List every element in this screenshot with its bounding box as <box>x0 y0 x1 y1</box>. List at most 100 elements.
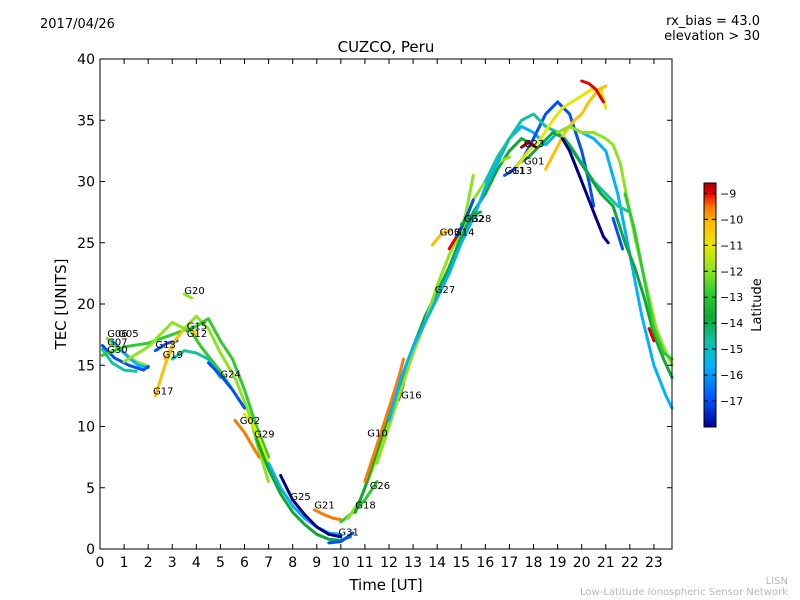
series-g03 <box>430 229 454 247</box>
series-g24 <box>206 361 246 410</box>
satellite-label: G13 <box>155 340 175 351</box>
network-short-label: LISN <box>765 576 788 587</box>
colorbar <box>703 182 717 428</box>
date-label: 2017/04/26 <box>40 17 115 32</box>
satellite-label: G31 <box>338 528 358 539</box>
series-g01 <box>517 131 674 379</box>
satellite-label: G28 <box>471 214 491 225</box>
x-axis-label: Time [UT] <box>348 576 422 594</box>
satellite-label: G25 <box>290 492 310 503</box>
x-tick-label: 3 <box>168 555 177 571</box>
x-tick-label: 19 <box>549 555 567 571</box>
x-tick-label: 7 <box>264 555 273 571</box>
y-tick-label: 0 <box>86 542 95 558</box>
elevation-label: elevation > 30 <box>664 29 760 44</box>
y-tick-label: 40 <box>77 52 95 68</box>
y-tick-label: 20 <box>77 297 95 313</box>
series-g25c <box>279 474 343 539</box>
y-tick-label: 35 <box>77 113 95 129</box>
x-tick-label: 18 <box>525 555 543 571</box>
x-tick-label: 23 <box>645 555 663 571</box>
x-tick-label: 13 <box>404 555 422 571</box>
y-tick-label: 5 <box>86 481 95 497</box>
satellite-label: G02 <box>240 416 260 427</box>
network-full-label: Low-Latitude Ionospheric Sensor Network <box>580 587 788 598</box>
series-g21 <box>312 508 343 522</box>
series-g23r <box>520 140 538 149</box>
y-axis-label: TEC [UNITS] <box>52 259 70 351</box>
x-tick-label: 10 <box>332 555 350 571</box>
series-gp5 <box>623 192 674 361</box>
x-tick-label: 0 <box>96 555 105 571</box>
satellite-label: G14 <box>454 227 474 238</box>
series-g27 <box>375 155 511 465</box>
x-tick-label: 14 <box>428 555 446 571</box>
series-g16 <box>363 357 405 484</box>
x-tick-label: 20 <box>573 555 591 571</box>
colorbar-label: Latitude <box>750 278 765 332</box>
colorbar-tick-label: −9 <box>720 187 736 200</box>
satellite-label: G13 <box>512 166 532 177</box>
x-tick-label: 22 <box>621 555 639 571</box>
satellite-label: G05 <box>118 329 138 340</box>
x-tick-label: 8 <box>288 555 297 571</box>
colorbar-tick-label: −13 <box>720 291 743 304</box>
colorbar-tick-label: −17 <box>720 395 743 408</box>
series-gp4 <box>560 137 610 245</box>
y-tick-label: 25 <box>77 236 95 252</box>
x-tick-label: 16 <box>476 555 494 571</box>
satellite-label: G27 <box>435 285 455 296</box>
x-tick-label: 21 <box>597 555 615 571</box>
series-g19 <box>163 324 198 361</box>
series-gp6 <box>611 216 625 251</box>
colorbar-tick-label: −10 <box>720 213 743 226</box>
chart-title: CUZCO, Peru <box>338 38 435 56</box>
satellite-label: G24 <box>220 370 240 381</box>
series-g10 <box>353 137 535 514</box>
x-tick-label: 6 <box>240 555 249 571</box>
satellite-label: G10 <box>367 428 387 439</box>
series-gp7 <box>647 327 656 343</box>
series-g25b <box>255 437 352 542</box>
series-gp2 <box>580 79 605 104</box>
satellite-label: G30 <box>107 345 127 356</box>
satellite-label: G21 <box>314 501 334 512</box>
x-tick-label: 11 <box>356 555 374 571</box>
satellite-label: G20 <box>184 286 204 297</box>
colorbar-tick-label: −15 <box>720 343 743 356</box>
satellite-label: G18 <box>355 501 375 512</box>
x-tick-label: 12 <box>380 555 398 571</box>
series-g31 <box>327 531 355 545</box>
colorbar-tick-label: −12 <box>720 265 743 278</box>
series-g28 <box>459 210 482 226</box>
rx-bias-label: rx_bias = 43.0 <box>666 14 760 29</box>
colorbar-tick-label: −16 <box>720 369 743 382</box>
x-tick-label: 2 <box>144 555 153 571</box>
y-tick-label: 30 <box>77 175 95 191</box>
satellite-label: G03 <box>440 227 460 238</box>
x-tick-label: 4 <box>192 555 201 571</box>
series-gp3 <box>556 124 674 367</box>
x-tick-label: 9 <box>312 555 321 571</box>
x-tick-label: 15 <box>452 555 470 571</box>
x-tick-label: 17 <box>501 555 519 571</box>
series-g20 <box>182 292 193 300</box>
satellite-label: G26 <box>370 481 390 492</box>
satellite-label: G29 <box>254 430 274 441</box>
satellite-label: G17 <box>153 387 173 398</box>
satellite-label: G06 <box>107 329 127 340</box>
satellite-label: G12 <box>187 329 207 340</box>
series-g30 <box>100 347 138 373</box>
satellite-label: G01 <box>524 156 544 167</box>
satellite-label: G19 <box>163 350 183 361</box>
colorbar-tick-label: −14 <box>720 317 743 330</box>
x-tick-label: 1 <box>120 555 129 571</box>
satellite-label: G23 <box>524 139 544 150</box>
satellite-label: G15 <box>187 322 207 333</box>
y-tick-label: 15 <box>77 358 95 374</box>
x-tick-label: 5 <box>216 555 225 571</box>
y-tick-label: 10 <box>77 420 95 436</box>
satellite-label: G07 <box>107 338 127 349</box>
colorbar-tick-label: −11 <box>720 239 743 252</box>
